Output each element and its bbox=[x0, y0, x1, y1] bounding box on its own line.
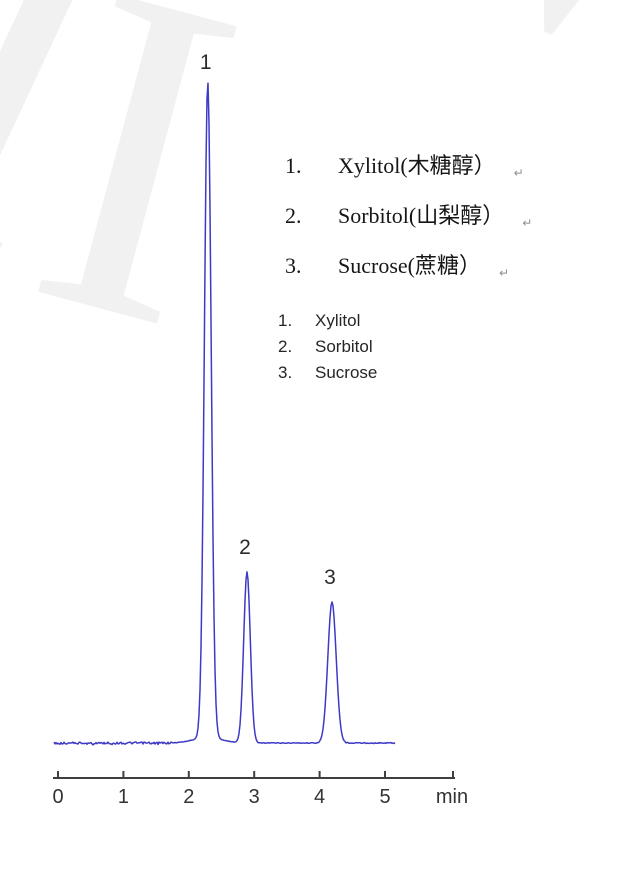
legend-item-label: Sucrose(蔗糖） bbox=[338, 253, 481, 278]
legend-item-number: 1. bbox=[278, 311, 293, 330]
legend-item: 3. Sucrose(蔗糖） ↵ bbox=[285, 248, 532, 298]
peak-label: 2 bbox=[239, 536, 251, 559]
legend-item: 1. Xylitol bbox=[278, 308, 377, 334]
x-axis-tick-label: 5 bbox=[379, 786, 390, 808]
legend-item: 2. Sorbitol(山梨醇） ↵ bbox=[285, 198, 532, 248]
legend-item-label: Sorbitol(山梨醇） bbox=[338, 203, 505, 228]
x-axis-tick-label: 2 bbox=[183, 786, 194, 808]
peak-label: 3 bbox=[324, 566, 336, 589]
analyte-legend-secondary: 1. Xylitol 2. Sorbitol 3. Sucrose bbox=[278, 308, 377, 386]
peak-label: 1 bbox=[200, 51, 212, 74]
legend-item-number: 1. bbox=[285, 153, 302, 178]
legend-item: 1. Xylitol(木糖醇） ↵ bbox=[285, 148, 532, 198]
legend-item-label: Sucrose bbox=[315, 363, 378, 382]
legend-item-number: 2. bbox=[278, 337, 293, 356]
legend-item-number: 3. bbox=[285, 253, 302, 278]
analyte-legend-primary: 1. Xylitol(木糖醇） ↵ 2. Sorbitol(山梨醇） ↵ 3. … bbox=[285, 148, 532, 298]
x-axis-unit-label: min bbox=[436, 786, 468, 808]
legend-item: 3. Sucrose bbox=[278, 360, 377, 386]
x-axis-tick-label: 0 bbox=[52, 786, 63, 808]
legend-item-label: Sorbitol bbox=[315, 337, 373, 356]
legend-item-number: 2. bbox=[285, 203, 302, 228]
legend-item-label: Xylitol(木糖醇） bbox=[338, 153, 496, 178]
legend-item: 2. Sorbitol bbox=[278, 334, 377, 360]
legend-item-number: 3. bbox=[278, 363, 293, 382]
x-axis-tick-label: 1 bbox=[118, 786, 129, 808]
trace-line bbox=[53, 82, 396, 746]
paragraph-return-icon: ↵ bbox=[522, 216, 533, 230]
paragraph-return-icon: ↵ bbox=[513, 166, 524, 180]
x-axis-tick-label: 4 bbox=[314, 786, 325, 808]
paragraph-return-icon: ↵ bbox=[498, 266, 510, 280]
x-axis-tick-label: 3 bbox=[249, 786, 260, 808]
legend-item-label: Xylitol bbox=[315, 311, 361, 330]
